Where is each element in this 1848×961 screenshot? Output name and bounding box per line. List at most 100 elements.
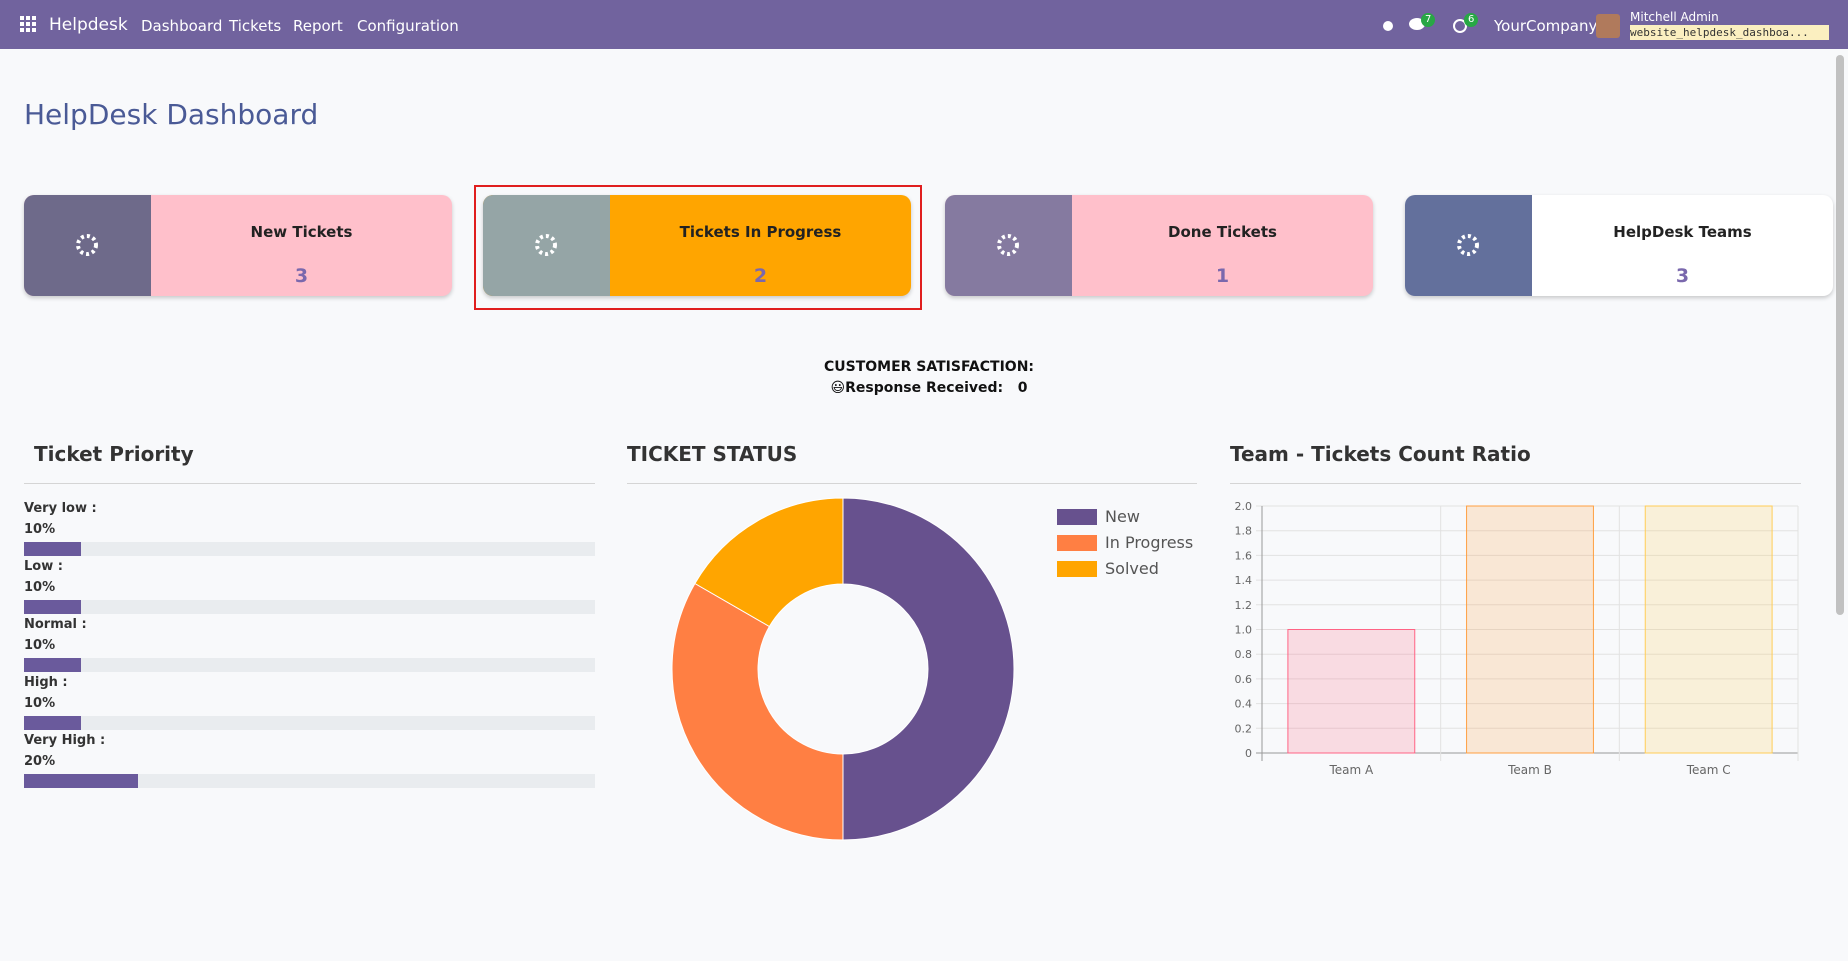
database-label: website_helpdesk_dashboa... bbox=[1630, 25, 1829, 40]
card: Done Tickets 1 bbox=[945, 195, 1373, 296]
y-tick-label: 2.0 bbox=[1235, 500, 1253, 513]
company[interactable]: YourCompany bbox=[1494, 17, 1598, 35]
y-tick-label: 0.8 bbox=[1235, 648, 1253, 661]
legend-swatch bbox=[1057, 509, 1097, 525]
progress-bar bbox=[24, 542, 82, 556]
apps-icon[interactable] bbox=[20, 16, 37, 33]
badge: 7 bbox=[1421, 13, 1436, 27]
panel-title: TICKET STATUS bbox=[627, 442, 798, 466]
priority-percent: 20% bbox=[24, 754, 56, 769]
y-tick-label: 0.4 bbox=[1235, 698, 1253, 711]
y-tick-label: 1.4 bbox=[1235, 574, 1253, 587]
priority-percent: 10% bbox=[24, 638, 56, 653]
progress-track bbox=[24, 774, 595, 788]
legend-label: In Progress bbox=[1105, 533, 1193, 552]
donut-slice bbox=[842, 497, 1015, 841]
badge: 6 bbox=[1464, 13, 1479, 27]
progress-track bbox=[24, 658, 595, 672]
app-name[interactable]: Helpdesk bbox=[49, 15, 128, 35]
legend-swatch bbox=[1057, 561, 1097, 577]
bar bbox=[1287, 629, 1416, 754]
glyph bbox=[997, 234, 1019, 256]
menu-item[interactable]: Configuration bbox=[357, 17, 459, 35]
divider bbox=[627, 483, 1197, 484]
card-value: 2 bbox=[753, 265, 768, 287]
progress-bar bbox=[24, 600, 82, 614]
bar-chart: 0 0.2 0.4 0.6 0.8 1.0 1.2 1.4 1.6 1.8 2.0 Team A Tea… bbox=[1235, 500, 1799, 777]
card-label: Tickets In Progress bbox=[679, 223, 842, 241]
y-tick-label: 1.0 bbox=[1235, 624, 1253, 637]
avatar[interactable] bbox=[1596, 14, 1620, 38]
card: New Tickets 3 bbox=[24, 195, 452, 296]
activity-icon[interactable] bbox=[1452, 18, 1468, 34]
progress-bar bbox=[24, 716, 82, 730]
divider bbox=[24, 483, 595, 484]
debug-icon[interactable] bbox=[1381, 18, 1395, 32]
progress-bar bbox=[24, 774, 139, 788]
priority-label: Normal : bbox=[24, 617, 87, 632]
donut-slice bbox=[671, 582, 844, 841]
menu-item[interactable]: Tickets bbox=[229, 17, 282, 35]
card-icon bbox=[1405, 195, 1532, 296]
donut-slice bbox=[694, 497, 844, 628]
card-value: 3 bbox=[1675, 265, 1690, 287]
divider bbox=[1230, 483, 1801, 484]
priority-label: High : bbox=[24, 675, 68, 690]
card: HelpDesk Teams 3 bbox=[1405, 195, 1833, 296]
priority-label: Very low : bbox=[24, 501, 97, 516]
icon-glyph bbox=[1457, 234, 1479, 256]
navbar: Helpdesk Dashboard Tickets Report Config… bbox=[0, 0, 1848, 49]
y-tick-label: 1.2 bbox=[1235, 599, 1253, 612]
satisfaction-title: CUSTOMER SATISFACTION: bbox=[823, 359, 1035, 375]
y-tick-label: 0.6 bbox=[1235, 673, 1253, 686]
card-label: HelpDesk Teams bbox=[1613, 223, 1752, 241]
progress-track bbox=[24, 542, 595, 556]
legend-label: Solved bbox=[1105, 559, 1159, 578]
card-value: 3 bbox=[294, 265, 309, 287]
bar bbox=[1466, 505, 1594, 754]
card-icon bbox=[945, 195, 1072, 296]
priority-percent: 10% bbox=[24, 696, 56, 711]
card-label: New Tickets bbox=[250, 223, 353, 241]
y-tick-label: 1.6 bbox=[1235, 549, 1253, 562]
priority-label: Low : bbox=[24, 559, 63, 574]
priority-percent: 10% bbox=[24, 522, 56, 537]
card-label: Done Tickets bbox=[1168, 223, 1277, 241]
icon-glyph bbox=[997, 234, 1019, 256]
card: Tickets In Progress 2 bbox=[483, 195, 911, 296]
x-tick-label: Team C bbox=[1686, 763, 1731, 777]
icon-glyph bbox=[76, 234, 98, 256]
y-tick-label: 1.8 bbox=[1235, 525, 1253, 538]
satisfaction-label: 😃Response Received: bbox=[830, 380, 1004, 396]
x-tick-label: Team B bbox=[1507, 763, 1552, 777]
menu-item[interactable]: Report bbox=[293, 17, 343, 35]
panel-title: Team - Tickets Count Ratio bbox=[1230, 442, 1531, 466]
glyph bbox=[1457, 234, 1479, 256]
x-tick-label: Team A bbox=[1328, 763, 1374, 777]
highlight-box bbox=[474, 185, 922, 310]
legend-label: New bbox=[1105, 507, 1140, 526]
card-icon bbox=[24, 195, 151, 296]
donut-chart: New In Progress Solved bbox=[671, 497, 1193, 841]
priority-label: Very High : bbox=[24, 733, 106, 748]
user-name[interactable]: Mitchell Admin bbox=[1630, 10, 1719, 24]
icon-glyph bbox=[535, 234, 557, 256]
legend-swatch bbox=[1057, 535, 1097, 551]
panel-title: Ticket Priority bbox=[34, 442, 194, 466]
satisfaction-value: 0 bbox=[1017, 380, 1028, 396]
progress-track bbox=[24, 600, 595, 614]
priority-percent: 10% bbox=[24, 580, 56, 595]
card-value: 1 bbox=[1215, 265, 1230, 287]
glyph bbox=[535, 234, 557, 256]
page-title: HelpDesk Dashboard bbox=[24, 98, 319, 131]
progress-track bbox=[24, 716, 595, 730]
scrollbar[interactable] bbox=[1836, 55, 1844, 615]
y-tick-label: 0.2 bbox=[1235, 722, 1253, 735]
bar bbox=[1644, 505, 1773, 754]
menu-item[interactable]: Dashboard bbox=[141, 17, 223, 35]
progress-bar bbox=[24, 658, 82, 672]
glyph bbox=[76, 234, 98, 256]
satisfaction-line: 😃Response Received: 0 bbox=[729, 380, 1129, 396]
y-tick-label: 0 bbox=[1245, 747, 1252, 760]
